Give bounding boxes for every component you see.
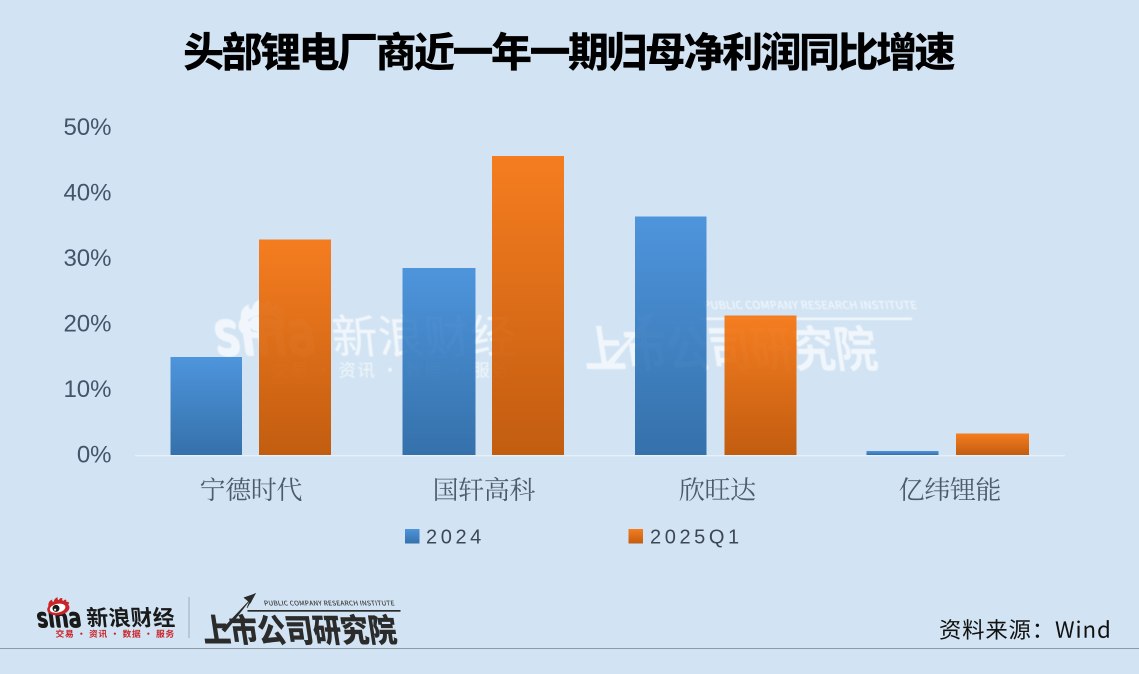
svg-text:40%: 40% [63,180,111,207]
svg-text:30%: 30% [63,245,111,272]
svg-text:10%: 10% [63,376,111,403]
svg-text:2025Q1: 2025Q1 [650,527,743,549]
svg-text:50%: 50% [63,114,111,141]
svg-text:0%: 0% [77,442,112,469]
svg-text:20%: 20% [63,311,111,338]
svg-text:2024: 2024 [426,527,485,549]
